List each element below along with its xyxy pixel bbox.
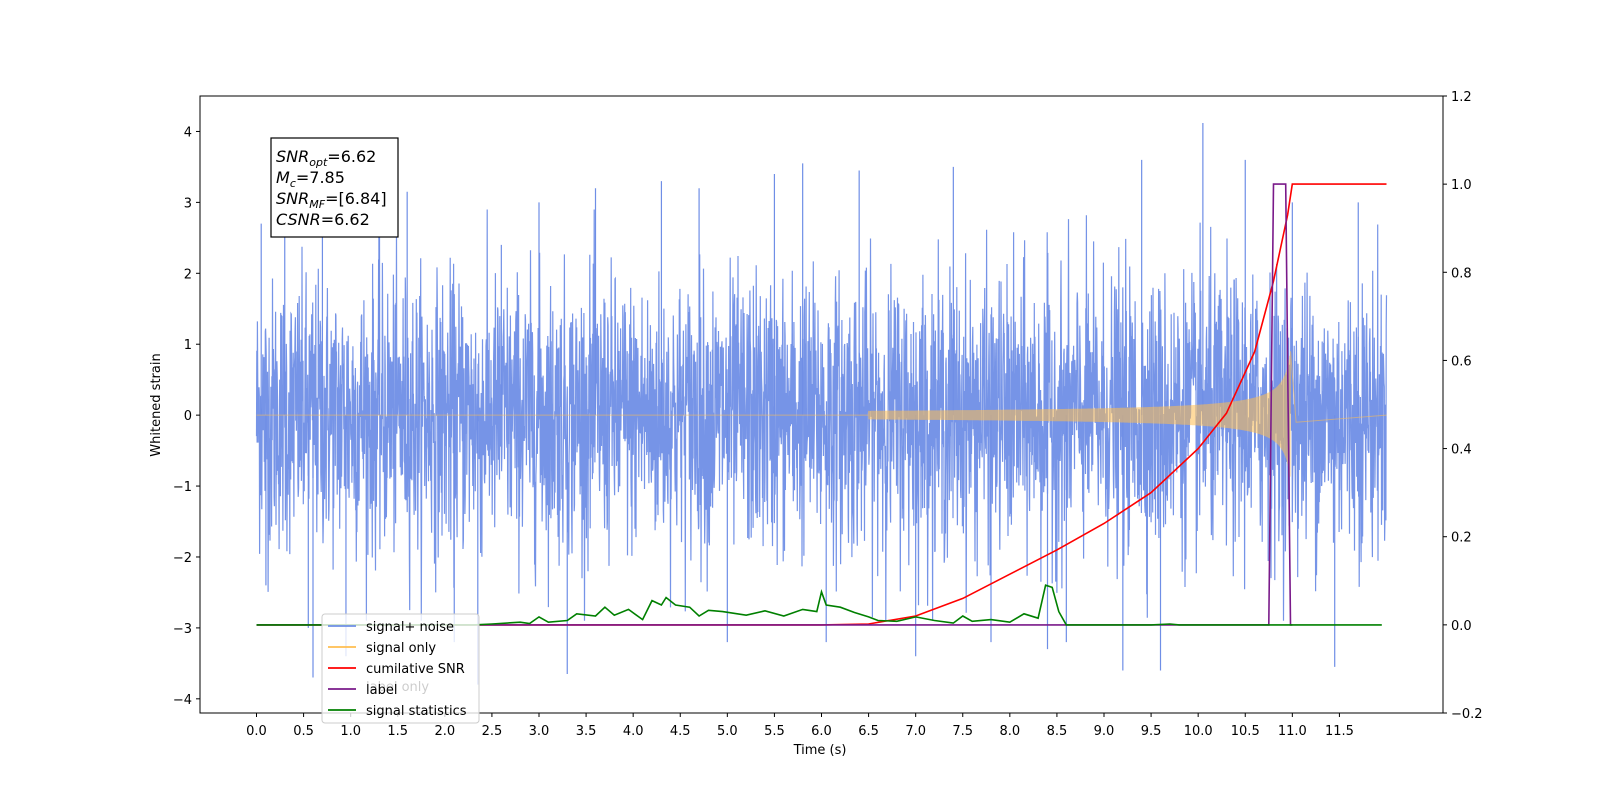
- x-tick-label: 4.0: [623, 724, 644, 739]
- x-tick-label: 9.5: [1141, 724, 1162, 739]
- legend-item-label: signal only: [366, 641, 436, 656]
- y-axis-label: Whitened strain: [149, 353, 164, 456]
- annotation-frame: [270, 137, 399, 238]
- x-axis-ticks: 0.0 0.5 1.0 1.5 2.0 2.5 3.0 3.5 4.0 4.5 5.0 5.5 6.0 6…: [246, 713, 1354, 739]
- annotation-line: SNRopt=6.62: [276, 147, 376, 169]
- legend-item-label: label: [366, 683, 397, 698]
- signal-statistics-line: [256, 584, 1382, 626]
- x-tick-label: 1.5: [387, 724, 408, 739]
- cumilative-snr-line: [256, 183, 1387, 626]
- x-tick-label: 6.5: [858, 724, 879, 739]
- x-tick-label: 3.0: [529, 724, 550, 739]
- y2-axis-ticks: −0.2 0.0 0.2 0.4 0.6 0.8 1.0 1.2: [1443, 90, 1483, 722]
- y2-tick-label: 0.8: [1451, 266, 1472, 281]
- x-tick-label: 3.5: [576, 724, 597, 739]
- x-tick-label: 2.0: [434, 724, 455, 739]
- annotation-line: CSNR=6.62: [276, 210, 370, 229]
- y2-tick-label: 1.2: [1451, 90, 1472, 105]
- legend-item-label: cumilative SNR: [366, 662, 465, 677]
- signal-only-line: [256, 351, 1387, 477]
- y-tick-label: 1: [184, 338, 192, 353]
- x-tick-label: 11.0: [1278, 724, 1307, 739]
- x-tick-label: 11.5: [1325, 724, 1354, 739]
- x-tick-label: 8.0: [999, 724, 1020, 739]
- annotation-line: SNRMF=[6.84]: [276, 189, 387, 211]
- x-tick-label: 7.0: [905, 724, 926, 739]
- y2-tick-label: −0.2: [1451, 707, 1483, 722]
- x-tick-label: 8.5: [1047, 724, 1068, 739]
- legend-item-label: signal+ noise: [366, 620, 454, 635]
- x-tick-label: 5.5: [764, 724, 785, 739]
- y2-tick-label: 0.2: [1451, 531, 1472, 546]
- x-tick-label: 5.0: [717, 724, 738, 739]
- x-tick-label: 0.0: [246, 724, 267, 739]
- right-axis-series: [256, 183, 1387, 626]
- x-axis-label: Time (s): [793, 743, 847, 758]
- y2-tick-label: 0.4: [1451, 443, 1472, 458]
- y-tick-label: 3: [184, 196, 192, 211]
- x-tick-label: 10.5: [1231, 724, 1260, 739]
- y-tick-label: −2: [173, 551, 192, 566]
- legend-frame: [321, 613, 480, 724]
- y2-tick-label: 0.0: [1451, 619, 1472, 634]
- legend-item-label: signal statistics: [366, 704, 467, 719]
- y2-tick-label: 1.0: [1451, 178, 1472, 193]
- x-tick-label: 9.0: [1094, 724, 1115, 739]
- annotation-line: Mc=7.85: [276, 168, 345, 190]
- y-tick-label: −3: [173, 622, 192, 637]
- signal-noise-line: [255, 209, 1388, 621]
- series-signal-only: [256, 351, 1387, 477]
- series-signal-noise: [255, 122, 1388, 685]
- x-tick-label: 4.5: [670, 724, 691, 739]
- y-tick-label: 4: [184, 125, 192, 140]
- y-tick-label: −1: [173, 480, 192, 495]
- y-axis-ticks: −4 −3 −2 −1 0 1 2 3 4: [173, 125, 200, 708]
- x-tick-label: 0.5: [293, 724, 314, 739]
- x-tick-label: 6.0: [811, 724, 832, 739]
- y-tick-label: 2: [184, 267, 192, 282]
- y2-tick-label: 0.6: [1451, 354, 1472, 369]
- x-tick-label: 10.0: [1184, 724, 1213, 739]
- x-tick-label: 1.0: [340, 724, 361, 739]
- y-tick-label: 0: [184, 409, 192, 424]
- y-tick-label: −4: [173, 693, 192, 708]
- x-tick-label: 7.5: [952, 724, 973, 739]
- x-tick-label: 2.5: [482, 724, 503, 739]
